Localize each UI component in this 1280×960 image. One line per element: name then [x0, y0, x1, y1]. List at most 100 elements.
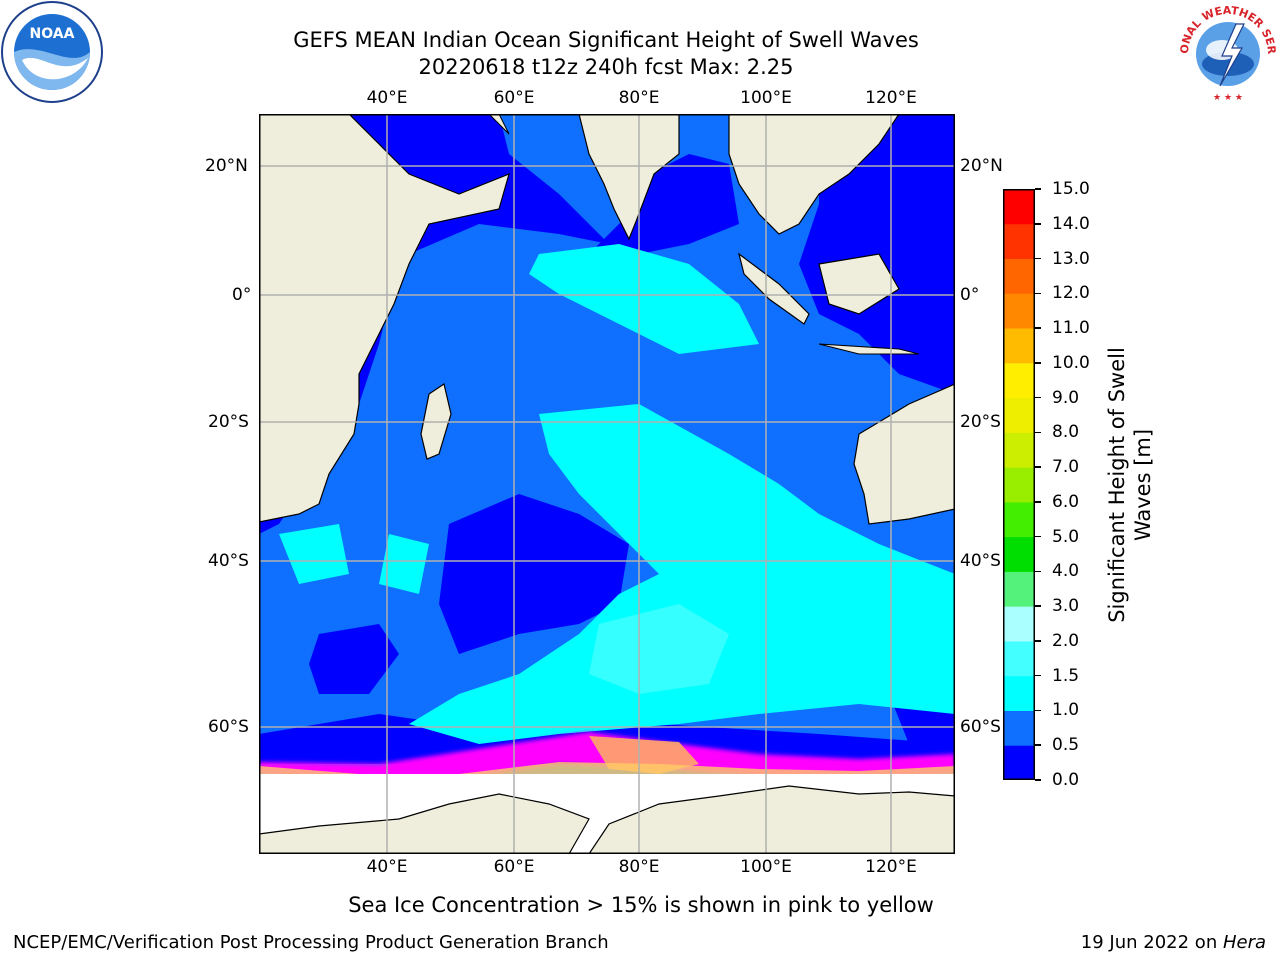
colorbar-tick-mark: [1035, 223, 1041, 225]
colorbar-swatch: [1003, 571, 1035, 607]
colorbar-tick-mark: [1035, 501, 1041, 503]
lat-label-left-0: 0°: [232, 285, 252, 305]
colorbar-swatch: [1003, 258, 1035, 294]
lon-label-bottom-80e: 80°E: [618, 857, 660, 877]
lon-label-top-120e: 120°E: [865, 88, 917, 108]
colorbar-tick-mark: [1035, 431, 1041, 434]
lat-label-left-20s: 20°S: [208, 412, 249, 432]
lon-label-top-40e: 40°E: [366, 88, 408, 108]
colorbar-tick-mark: [1035, 188, 1041, 190]
colorbar-tick-label: 6.0: [1052, 491, 1080, 512]
swell-band-mid: [279, 244, 955, 744]
colorbar-swatch: [1003, 745, 1035, 780]
colorbar-swatch: [1003, 536, 1035, 572]
colorbar-tick-mark: [1035, 674, 1041, 677]
india-land: [578, 114, 680, 241]
colorbar-swatch: [1003, 640, 1035, 677]
colorbar-tick-mark: [1035, 779, 1041, 781]
lon-label-bottom-60e: 60°E: [493, 857, 535, 877]
africa-land: [259, 114, 510, 523]
colorbar-tick-label: 7.0: [1052, 457, 1080, 478]
colorbar-tick-label: 0.0: [1052, 770, 1080, 790]
map-plot: [259, 114, 955, 854]
lat-label-right-0: 0°: [960, 285, 980, 305]
colorbar-tick-label: 4.0: [1052, 561, 1080, 582]
chart-subtitle: 20220618 t12z 240h fcst Max: 2.25: [418, 55, 794, 79]
colorbar-tick-label: 1.0: [1052, 700, 1080, 721]
lon-label-top-80e: 80°E: [618, 88, 660, 108]
colorbar-swatch: [1003, 362, 1035, 399]
australia-land: [853, 383, 955, 525]
lat-label-left-60s: 60°S: [208, 717, 249, 737]
lon-label-top-100e: 100°E: [740, 88, 792, 108]
colorbar-swatch: [1003, 467, 1035, 503]
colorbar-tick-mark: [1035, 396, 1041, 399]
swell-band-mid-high: [589, 604, 729, 694]
colorbar-tick-label: 1.5: [1052, 665, 1080, 686]
colorbar-tick-label: 2.0: [1052, 630, 1080, 651]
colorbar-tick-label: 12.0: [1052, 283, 1090, 304]
lat-label-left-20n: 20°N: [205, 156, 248, 176]
colorbar-swatch: [1003, 606, 1035, 642]
colorbar-tick-label: 9.0: [1052, 387, 1080, 408]
colorbar-tick-mark: [1035, 327, 1041, 329]
svg-text:★ ★ ★: ★ ★ ★: [1213, 93, 1243, 103]
lat-label-right-20s: 20°S: [960, 412, 1001, 432]
colorbar-tick-mark: [1035, 535, 1041, 538]
lon-label-bottom-100e: 100°E: [740, 857, 792, 877]
footer-branch: NCEP/EMC/Verification Post Processing Pr…: [13, 932, 609, 953]
map-frame: [259, 114, 955, 854]
colorbar-svg: [1003, 189, 1035, 780]
colorbar-tick-label: 0.5: [1052, 735, 1080, 756]
map-svg: [259, 114, 955, 854]
colorbar-tick-mark: [1035, 605, 1041, 607]
colorbar-tick-mark: [1035, 466, 1041, 468]
colorbar-swatch: [1003, 432, 1035, 468]
lat-label-right-60s: 60°S: [960, 717, 1001, 737]
colorbar-label: Significant Height of Swell Waves [m]: [1104, 347, 1156, 623]
colorbar-tick-label: 13.0: [1052, 248, 1090, 269]
colorbar-swatch: [1003, 328, 1035, 364]
sea-ice-caption: Sea Ice Concentration > 15% is shown in …: [348, 893, 934, 917]
colorbar-swatch: [1003, 293, 1035, 329]
antarctica-east: [588, 785, 955, 854]
footer-date-text: 19 Jun 2022 on: [1080, 932, 1223, 953]
colorbar-swatch: [1003, 223, 1035, 260]
chart-title: GEFS MEAN Indian Ocean Significant Heigh…: [293, 28, 919, 52]
lat-label-left-40s: 40°S: [208, 551, 249, 571]
colorbar-tick-label: 8.0: [1052, 422, 1080, 443]
colorbar-tick-mark: [1035, 640, 1041, 642]
colorbar-tick-mark: [1035, 570, 1041, 573]
svg-text:NOAA: NOAA: [30, 26, 75, 42]
footer-host: Hera: [1222, 932, 1266, 953]
sumatra-land: [738, 252, 810, 325]
footer-date: 19 Jun 2022 on Hera: [1081, 932, 1266, 954]
colorbar-swatch: [1003, 675, 1035, 711]
colorbar: [1003, 189, 1035, 780]
southeast-asia-land: [728, 114, 900, 235]
lat-label-right-40s: 40°S: [960, 551, 1001, 571]
borneo-land: [818, 253, 900, 315]
colorbar-tick-mark: [1035, 257, 1041, 260]
colorbar-tick-label: 14.0: [1052, 213, 1090, 234]
noaa-logo: NOAA: [0, 0, 104, 104]
colorbar-tick-label: 5.0: [1052, 526, 1080, 547]
lon-label-top-60e: 60°E: [493, 88, 535, 108]
colorbar-tick-label: 10.0: [1052, 352, 1090, 373]
nws-logo: NATIONAL WEATHER SERVICE ★ ★ ★: [1178, 4, 1278, 104]
colorbar-tick-label: 3.0: [1052, 596, 1080, 617]
colorbar-tick-mark: [1035, 362, 1041, 364]
colorbar-swatch: [1003, 189, 1035, 225]
colorbar-label-line2: Waves [m]: [1131, 428, 1155, 542]
antarctica-west: [259, 793, 590, 854]
colorbar-tick-label: 11.0: [1052, 318, 1090, 339]
colorbar-tick-mark: [1035, 292, 1041, 295]
map-gridlines: [259, 114, 955, 854]
colorbar-swatch: [1003, 397, 1035, 433]
colorbar-tick-mark: [1035, 709, 1041, 712]
lon-label-bottom-40e: 40°E: [366, 857, 408, 877]
lat-label-right-20n: 20°N: [960, 156, 1003, 176]
lon-label-bottom-120e: 120°E: [865, 857, 917, 877]
colorbar-swatch: [1003, 501, 1035, 538]
colorbar-tick-label: 15.0: [1052, 179, 1090, 199]
